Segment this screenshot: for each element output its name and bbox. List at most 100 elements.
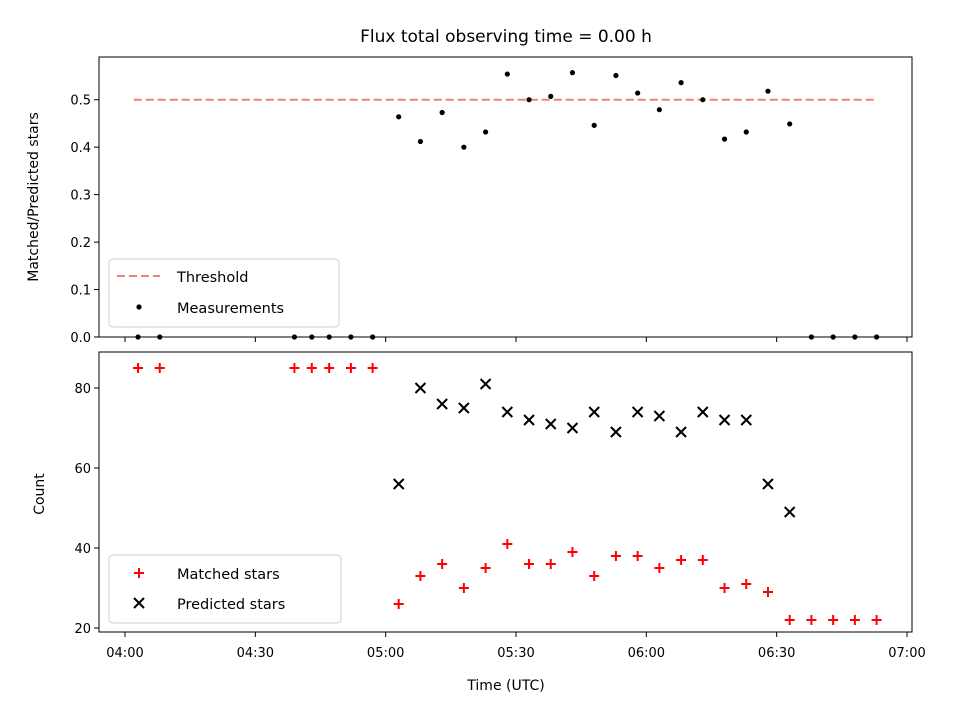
matched-star-point [719, 583, 730, 593]
top-x-ticks [124, 337, 908, 342]
measurement-point [765, 88, 771, 94]
matched-star-point [545, 559, 556, 569]
predicted-star-point [523, 414, 535, 426]
top-y-tick-label: 0.5 [70, 94, 91, 109]
matched-star-point [784, 615, 795, 625]
count-points [133, 363, 882, 625]
x-tick-label: 07:00 [888, 646, 925, 661]
bottom-legend-box [108, 554, 342, 624]
bottom-y-tick-label: 40 [74, 542, 91, 557]
top-y-tick-label: 0.0 [70, 331, 91, 346]
measurement-points [135, 70, 880, 340]
measurement-point [613, 72, 619, 79]
measurement-point [743, 129, 749, 135]
matched-star-point [828, 615, 839, 625]
matched-star-point [437, 559, 448, 569]
matched-star-point [610, 551, 621, 561]
legend-predicted-label: Predicted stars [177, 597, 285, 613]
matched-star-point [741, 579, 752, 589]
bottom-y-axis-label: Count [32, 473, 48, 515]
top-plot-frame [98, 56, 913, 338]
legend-measurements-swatch [136, 304, 142, 310]
matched-star-point [502, 539, 513, 549]
bottom-legend: Matched stars Predicted stars [108, 554, 342, 624]
matched-star-point [567, 547, 578, 557]
predicted-star-point [631, 406, 644, 418]
top-legend: Threshold Measurements [108, 258, 340, 328]
predicted-star-point [436, 398, 448, 410]
matched-star-point [480, 563, 491, 573]
predicted-star-point [588, 406, 600, 418]
predicted-star-point [392, 478, 405, 490]
bottom-x-ticks: 04:00 04:30 05:00 05:30 06:00 06:30 07:00 [106, 632, 926, 661]
legend-matched-swatch [134, 568, 144, 578]
ratio-panel: Flux total observing time = 0.00 h Match… [26, 27, 913, 346]
matched-star-point [324, 363, 335, 373]
measurement-point [591, 122, 597, 128]
matched-star-point [154, 363, 165, 373]
legend-matched-label: Matched stars [177, 567, 280, 583]
x-axis-label: Time (UTC) [466, 678, 544, 694]
measurement-point [678, 80, 684, 86]
matched-star-point [367, 363, 378, 373]
matched-star-point [654, 563, 665, 573]
predicted-star-point [718, 414, 731, 426]
predicted-star-point [566, 422, 579, 434]
matched-star-point [589, 571, 600, 581]
predicted-star-point [610, 426, 622, 438]
measurement-point [635, 90, 641, 96]
matched-star-point [676, 555, 687, 565]
matched-star-point [415, 571, 426, 581]
bottom-y-tick-label: 80 [74, 382, 91, 397]
matched-star-point [697, 555, 708, 565]
bottom-plot-frame [98, 351, 913, 633]
top-y-tick-label: 0.3 [70, 189, 91, 204]
matched-star-point [871, 615, 882, 625]
predicted-star-point [762, 478, 774, 490]
predicted-star-point [740, 414, 752, 426]
bottom-y-tick-label: 60 [74, 462, 91, 477]
matched-star-point [762, 587, 773, 597]
measurement-point [482, 129, 489, 135]
x-tick-label: 06:00 [628, 646, 665, 661]
top-y-tick-label: 0.1 [70, 284, 91, 299]
x-tick-label: 04:30 [237, 646, 274, 661]
measurement-point [700, 97, 706, 103]
predicted-star-point [545, 418, 557, 430]
predicted-star-point [653, 410, 666, 422]
matched-star-point [458, 583, 469, 593]
matched-star-point [289, 363, 300, 373]
top-y-tick-label: 0.4 [70, 141, 91, 156]
top-y-axis-label: Matched/Predicted stars [26, 112, 42, 282]
measurement-point [569, 70, 576, 76]
measurement-point [526, 97, 532, 103]
x-tick-label: 05:00 [367, 646, 404, 661]
legend-predicted-swatch [133, 597, 145, 609]
x-tick-label: 05:30 [497, 646, 534, 661]
measurement-point [787, 121, 793, 127]
matched-star-point [849, 615, 860, 625]
matched-star-point [393, 599, 404, 609]
chart-title: Flux total observing time = 0.00 h [360, 27, 652, 47]
bottom-y-tick-label: 20 [74, 622, 91, 637]
matched-star-point [632, 551, 643, 561]
measurement-point [439, 109, 445, 116]
matched-star-point [806, 615, 817, 625]
top-legend-box [108, 258, 340, 328]
measurement-point [396, 114, 402, 120]
matched-star-point [524, 559, 535, 569]
matched-star-point [345, 363, 356, 373]
predicted-star-point [675, 426, 687, 438]
matched-star-point [133, 363, 144, 373]
predicted-star-point [479, 378, 492, 390]
top-y-ticks: 0.0 0.1 0.2 0.3 0.4 0.5 [70, 94, 99, 346]
count-panel: Count Time (UTC) 20 40 60 80 04:00 04:30 05:0… [32, 351, 926, 694]
predicted-star-point [697, 406, 709, 418]
legend-measurements-label: Measurements [177, 301, 284, 317]
measurement-point [461, 144, 467, 150]
predicted-star-point [783, 506, 796, 518]
predicted-star-point [501, 406, 514, 418]
measurement-point [656, 107, 662, 113]
measurement-point [721, 136, 728, 142]
